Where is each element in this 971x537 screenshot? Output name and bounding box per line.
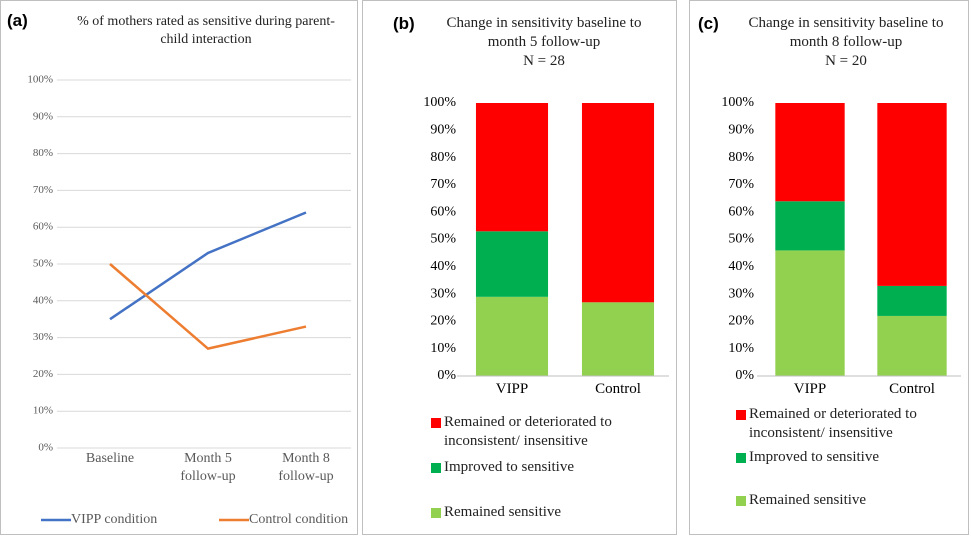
legend-swatch <box>736 410 746 420</box>
y-tick-label: 20% <box>430 314 456 329</box>
legend-label: Remained sensitive <box>749 492 867 508</box>
y-tick-label: 40% <box>33 294 53 306</box>
panel-label: (b) <box>393 14 415 33</box>
y-tick-label: 60% <box>430 204 456 219</box>
y-tick-label: 30% <box>430 286 456 301</box>
y-tick-label: 0% <box>735 368 754 383</box>
x-tick-label: Month 8 follow-up <box>278 451 334 484</box>
plot: 0% 10% 20% 30% 40% 50% 60% 70% 80% 90% 100% <box>721 95 961 506</box>
y-tick-label: 20% <box>728 314 754 329</box>
y-tick-label: 50% <box>728 232 754 247</box>
y-tick-label: 100% <box>27 74 53 86</box>
plot: 0% 10% 20% 30% 40% 50% 60% 70% 80% 90% 100% <box>423 95 669 518</box>
legend-label: Control condition <box>249 512 348 527</box>
y-tick-label: 70% <box>33 184 53 196</box>
y-tick-label: 10% <box>728 341 754 356</box>
bar-segment <box>775 103 845 202</box>
legend-swatch <box>431 463 441 473</box>
x-tick-label: VIPP <box>495 381 529 397</box>
y-tick-label: 90% <box>728 123 754 138</box>
subtitle: N = 28 <box>523 52 565 69</box>
bar-segment <box>877 315 947 376</box>
legend-label: Remained or deteriorated to inconsistent… <box>749 406 917 441</box>
y-tick-label: 30% <box>33 331 53 343</box>
y-tick-label: 80% <box>33 147 53 159</box>
chart-title: Change in sensitivity baseline to month … <box>427 14 661 70</box>
y-tick-label: 80% <box>728 150 754 165</box>
panel-label: (c) <box>698 14 719 33</box>
legend-swatch <box>736 496 746 506</box>
x-tick-label: VIPP <box>793 381 827 397</box>
y-tick-label: 80% <box>430 150 456 165</box>
y-tick-label: 70% <box>430 177 456 192</box>
y-tick-label: 90% <box>33 110 53 122</box>
y-tick-label: 10% <box>33 405 53 417</box>
legend-label: Improved to sensitive <box>444 459 574 475</box>
panel-b: 0% 10% 20% 30% 40% 50% 60% 70% 80% 90% 100% (b) Chan… <box>362 0 677 535</box>
y-tick-label: 40% <box>430 259 456 274</box>
legend-swatch <box>736 453 746 463</box>
title-text: % of mothers rated as sensitive during p… <box>77 14 335 47</box>
bar-segment <box>775 250 845 376</box>
y-tick-label: 0% <box>437 368 456 383</box>
bar-segment <box>775 201 845 251</box>
legend-label: Remained or deteriorated to inconsistent… <box>444 414 612 449</box>
y-tick-label: 40% <box>728 259 754 274</box>
x-tick-label: Baseline <box>85 451 135 466</box>
y-tick-label: 90% <box>430 123 456 138</box>
y-tick-label: 100% <box>423 95 456 110</box>
y-tick-label: 100% <box>721 95 754 110</box>
x-tick-label: Month 5 follow-up <box>180 451 236 484</box>
legend-label: VIPP condition <box>71 512 157 527</box>
subtitle: N = 20 <box>825 52 867 69</box>
data-line <box>109 263 307 350</box>
bar-segment <box>877 285 947 316</box>
panel-label: (a) <box>7 11 28 30</box>
bar-segment <box>581 302 655 376</box>
chart-title: Change in sensitivity baseline to month … <box>746 14 946 70</box>
legend-swatch <box>431 418 441 428</box>
y-tick-label: 50% <box>33 258 53 270</box>
y-tick-label: 50% <box>430 232 456 247</box>
y-tick-label: 20% <box>33 368 53 380</box>
y-tick-label: 30% <box>728 286 754 301</box>
panel-a: 0% 10% 20% 30% 40% 50% 60% 70% 80% 90% 100% VIPP co… <box>0 0 358 535</box>
bar-segment <box>581 103 655 303</box>
legend-swatch <box>431 508 441 518</box>
y-tick-label: 60% <box>33 221 53 233</box>
title-text: Change in sensitivity baseline to month … <box>446 15 642 50</box>
legend-label: Improved to sensitive <box>749 449 879 465</box>
bar-segment <box>475 103 549 232</box>
panel-c: 0% 10% 20% 30% 40% 50% 60% 70% 80% 90% 100% (c) Chan… <box>689 0 969 535</box>
chart-title: % of mothers rated as sensitive during p… <box>71 13 341 48</box>
bar-segment <box>475 231 549 297</box>
y-tick-label: 0% <box>38 442 53 454</box>
x-tick-label: Control <box>889 381 935 397</box>
bar-segment <box>877 103 947 286</box>
title-text: Change in sensitivity baseline to month … <box>748 15 944 50</box>
y-tick-label: 70% <box>728 177 754 192</box>
y-tick-label: 10% <box>430 341 456 356</box>
data-line <box>109 211 307 321</box>
legend-label: Remained sensitive <box>444 504 562 520</box>
bar-segment <box>475 296 549 376</box>
x-tick-label: Control <box>595 381 641 397</box>
y-tick-label: 60% <box>728 204 754 219</box>
plot: 0% 10% 20% 30% 40% 50% 60% 70% 80% 90% 100% VIPP co… <box>27 74 351 527</box>
